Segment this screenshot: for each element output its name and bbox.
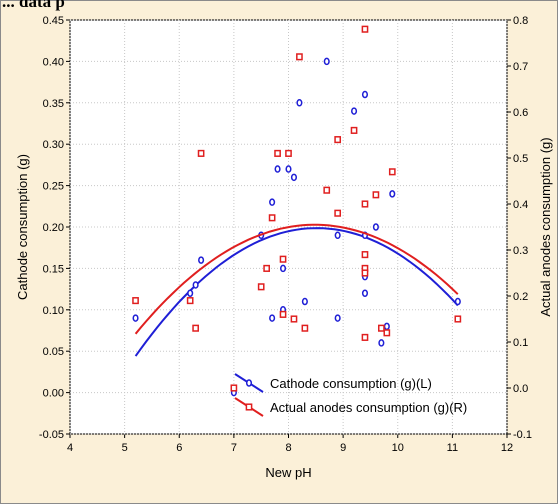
data-point-cathode [290, 173, 298, 182]
data-point-cathode [351, 107, 358, 115]
data-point-cathode [296, 99, 303, 107]
data-point-cathode [301, 297, 308, 306]
data-point-anodes [361, 333, 369, 341]
y-right-tick-label: 0.1 [513, 337, 528, 349]
data-point-anodes [230, 384, 238, 392]
data-point-anodes [268, 214, 276, 222]
data-point-cathode [389, 190, 396, 198]
data-point-anodes [274, 149, 281, 157]
data-point-anodes [186, 297, 194, 305]
y-left-tick-label: 0.40 [43, 56, 64, 68]
y-left-tick-label: 0.35 [43, 98, 64, 110]
data-point-anodes [361, 25, 369, 33]
data-point-anodes [383, 329, 391, 337]
data-point-anodes [388, 168, 396, 176]
data-point-anodes [334, 209, 342, 217]
data-point-cathode [454, 297, 461, 306]
data-point-anodes [192, 324, 199, 332]
y-right-tick-label: 0.4 [513, 199, 528, 211]
data-point-anodes [132, 297, 139, 305]
data-point-anodes [372, 191, 380, 199]
y-left-tick-label: 0.30 [43, 139, 64, 151]
data-point-anodes [454, 315, 462, 323]
data-point-cathode [279, 264, 287, 273]
legend-swatch-marker [245, 379, 253, 387]
legend-label: Actual anodes consumption (g)(R) [270, 400, 467, 415]
data-point-anodes [378, 324, 385, 332]
y-right-tick-label: -0.1 [513, 429, 532, 441]
data-point-cathode [334, 231, 341, 240]
y-right-tick-label: 0.2 [513, 291, 528, 303]
x-tick-label: 7 [231, 442, 237, 454]
data-point-anodes [350, 126, 358, 134]
x-tick-label: 10 [392, 442, 404, 454]
data-point-cathode [361, 90, 369, 99]
data-point-cathode [285, 165, 292, 173]
data-point-anodes [296, 53, 303, 61]
data-point-cathode [378, 339, 385, 347]
data-point-cathode [132, 314, 139, 322]
data-point-cathode [274, 165, 281, 173]
y-right-axis-label: Actual anodes consumption (g) [538, 137, 553, 316]
data-point-anodes [301, 324, 309, 332]
fit-curve-right [134, 223, 459, 335]
y-left-tick-label: 0.45 [43, 15, 64, 27]
legend-label: Cathode consumption (g)(L) [270, 376, 432, 391]
data-point-anodes [257, 283, 265, 291]
data-point-cathode [334, 314, 341, 322]
data-point-cathode [269, 314, 276, 322]
cropped-title: ... data p [2, 0, 65, 11]
y-left-tick-label: -0.05 [39, 429, 64, 441]
y-left-axis-label: Cathode consumption (g) [15, 154, 30, 300]
legend-swatch-marker [245, 403, 253, 411]
data-point-cathode [198, 256, 205, 264]
x-tick-label: 8 [285, 442, 291, 454]
y-left-tick-label: 0.20 [43, 222, 64, 234]
x-tick-label: 4 [67, 442, 73, 454]
data-point-anodes [361, 269, 369, 277]
data-point-cathode [323, 57, 330, 66]
data-point-cathode [192, 281, 199, 289]
y-right-tick-label: 0.6 [513, 107, 528, 119]
data-point-anodes [279, 255, 287, 263]
x-tick-label: 5 [122, 442, 128, 454]
data-point-cathode [269, 198, 276, 206]
data-point-cathode [372, 223, 379, 231]
y-right-tick-label: 0.3 [513, 245, 528, 257]
data-point-anodes [334, 136, 342, 144]
data-point-anodes [263, 264, 270, 272]
data-point-anodes [290, 315, 298, 323]
data-point-cathode [361, 289, 369, 297]
y-left-tick-label: 0.25 [43, 181, 64, 193]
y-left-tick-label: 0.15 [43, 263, 64, 275]
x-tick-label: 9 [340, 442, 346, 454]
data-point-anodes [323, 186, 331, 194]
x-tick-label: 12 [501, 442, 513, 454]
y-left-tick-label: 0.05 [43, 346, 64, 358]
data-point-anodes [197, 149, 205, 157]
data-point-anodes [279, 310, 287, 318]
y-right-tick-label: 0.0 [513, 383, 528, 395]
x-tick-label: 11 [447, 442, 458, 454]
data-point-anodes [361, 251, 369, 259]
y-right-tick-label: 0.8 [513, 15, 528, 27]
y-right-tick-label: 0.7 [513, 61, 528, 73]
y-right-tick-label: 0.5 [513, 153, 528, 165]
x-tick-label: 6 [176, 442, 182, 454]
y-left-tick-label: 0.00 [43, 388, 64, 400]
data-point-cathode [187, 289, 194, 297]
data-point-anodes [285, 149, 292, 157]
data-point-anodes [361, 200, 369, 208]
y-left-tick-label: 0.10 [43, 305, 64, 317]
x-axis-label: New pH [265, 465, 311, 480]
data-point-cathode [383, 322, 390, 331]
